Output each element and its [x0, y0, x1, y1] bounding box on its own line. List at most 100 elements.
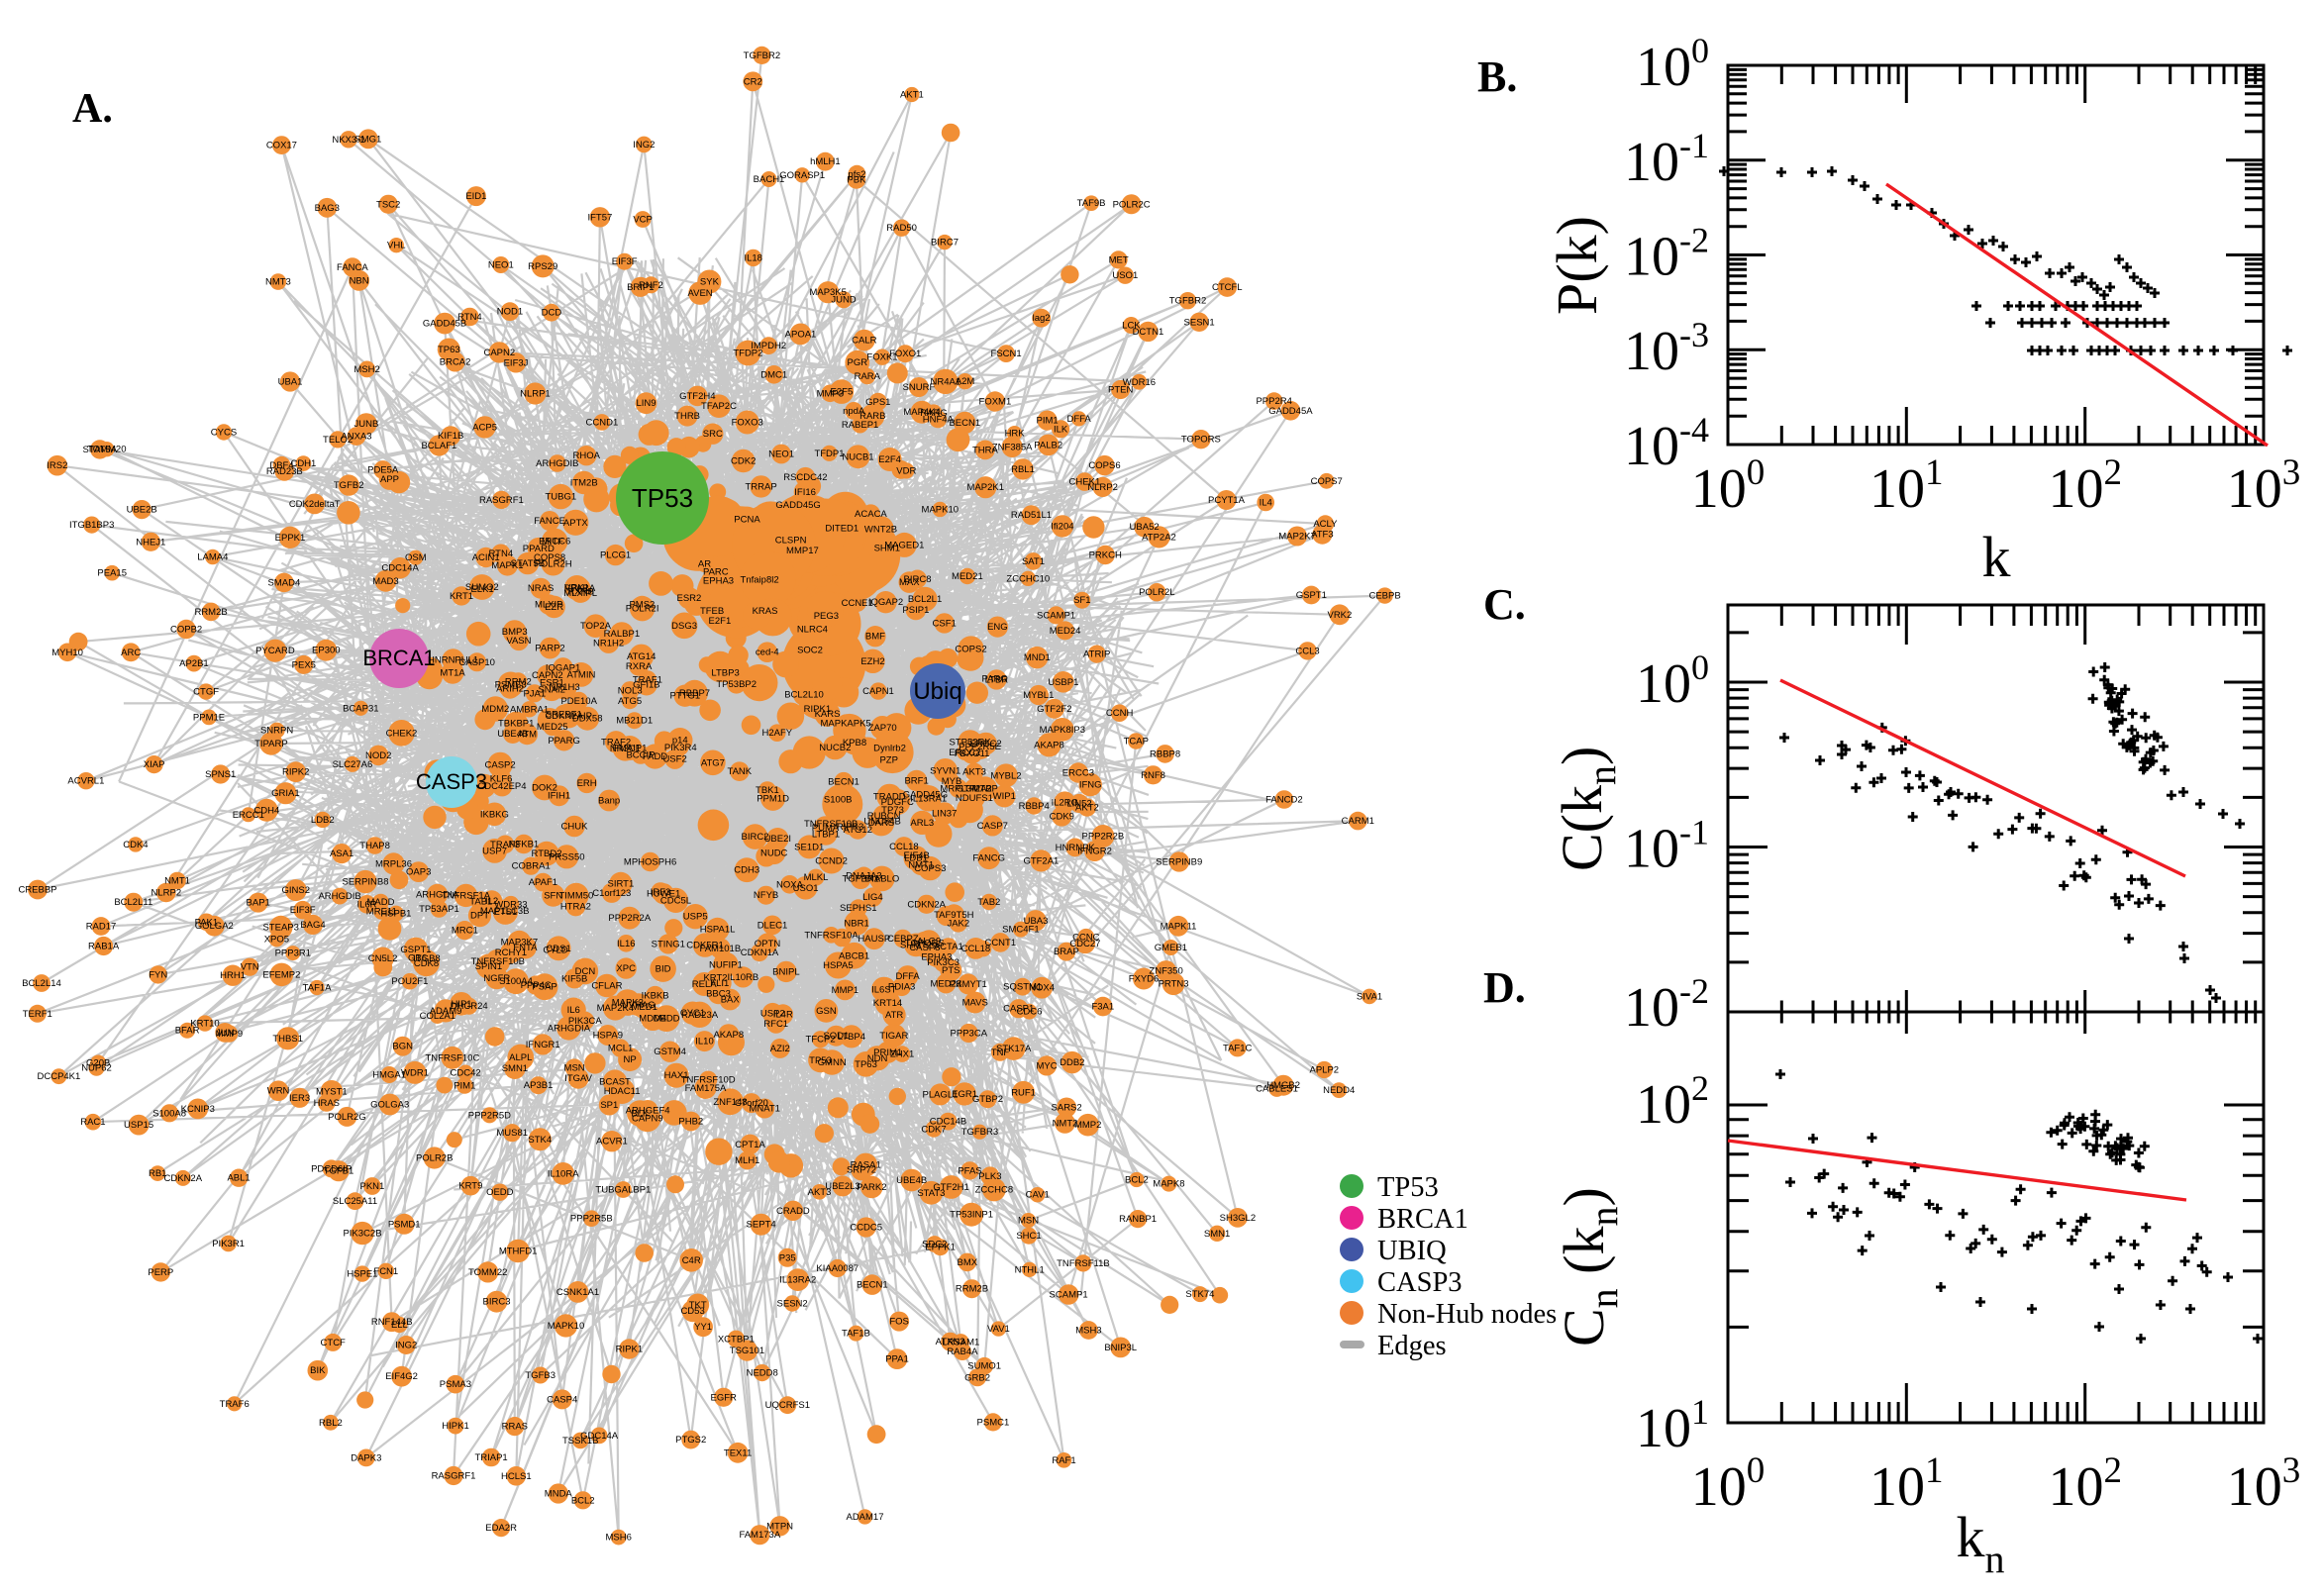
svg-text:NR1H2: NR1H2	[593, 638, 624, 648]
svg-text:D.: D.	[1483, 963, 1526, 1012]
svg-text:CDK2: CDK2	[731, 456, 756, 467]
svg-text:TFDP1: TFDP1	[814, 449, 844, 459]
svg-text:MDM4: MDM4	[639, 1014, 666, 1025]
svg-text:SESN1: SESN1	[1184, 317, 1215, 328]
svg-text:CSF1: CSF1	[933, 618, 957, 629]
svg-text:CDH1: CDH1	[290, 458, 316, 469]
svg-text:COPB2: COPB2	[170, 625, 202, 636]
svg-text:A2M: A2M	[956, 376, 975, 387]
svg-text:GDC14A: GDC14A	[580, 1431, 619, 1442]
svg-text:GORASP1: GORASP1	[779, 170, 825, 181]
svg-text:KRT10: KRT10	[190, 1019, 219, 1030]
svg-text:STK74: STK74	[1185, 1289, 1214, 1300]
svg-text:POLR2G: POLR2G	[328, 1112, 366, 1123]
svg-text:CAPN1: CAPN1	[862, 686, 894, 697]
svg-text:SRP72: SRP72	[847, 1165, 876, 1176]
svg-text:RRM2B: RRM2B	[956, 1284, 988, 1295]
svg-text:MAPK10: MAPK10	[922, 505, 960, 516]
svg-text:SHM1: SHM1	[874, 544, 900, 554]
svg-text:CHEK1: CHEK1	[1069, 477, 1101, 488]
svg-text:ARHGDIA: ARHGDIA	[416, 889, 459, 900]
svg-text:KCNIP3: KCNIP3	[181, 1104, 215, 1115]
svg-text:PKMYT1: PKMYT1	[950, 979, 987, 990]
svg-text:CDS1: CDS1	[546, 944, 570, 954]
svg-text:SNRPN: SNRPN	[260, 726, 293, 737]
svg-text:SAT1: SAT1	[1022, 556, 1045, 567]
svg-text:IL10RA: IL10RA	[548, 1168, 579, 1179]
svg-text:ACIN1: ACIN1	[472, 552, 500, 563]
svg-text:EIF4B: EIF4B	[903, 850, 929, 861]
svg-text:TFCP2: TFCP2	[806, 1035, 836, 1046]
svg-text:CDC42: CDC42	[451, 1068, 481, 1079]
svg-text:AVEN: AVEN	[688, 288, 713, 299]
svg-text:SCAMP1: SCAMP1	[1050, 1290, 1088, 1301]
svg-text:TANK: TANK	[727, 766, 752, 777]
svg-text:MAPKAPK5: MAPKAPK5	[820, 718, 870, 729]
svg-text:SFN: SFN	[544, 890, 562, 901]
svg-text:BMP3: BMP3	[502, 627, 528, 638]
svg-text:npdA: npdA	[843, 406, 865, 417]
svg-text:POLR2C: POLR2C	[1113, 199, 1151, 210]
svg-text:ZCCHC8: ZCCHC8	[975, 1185, 1014, 1196]
svg-text:RASA1: RASA1	[851, 1160, 881, 1171]
svg-text:DOK2: DOK2	[532, 783, 557, 794]
svg-text:RPS29: RPS29	[528, 261, 557, 272]
svg-text:ADAM17: ADAM17	[846, 1512, 883, 1523]
svg-text:PSMD1: PSMD1	[388, 1219, 421, 1230]
svg-text:MSH2: MSH2	[354, 364, 379, 375]
svg-text:IFI16: IFI16	[794, 487, 816, 498]
svg-text:USO1: USO1	[1112, 270, 1138, 281]
svg-text:TCAP: TCAP	[1124, 737, 1149, 748]
svg-text:TNF: TNF	[991, 1047, 1010, 1058]
svg-text:BCAP31: BCAP31	[343, 703, 378, 714]
svg-text:THRB: THRB	[674, 411, 700, 422]
svg-text:EGFR: EGFR	[711, 1392, 738, 1403]
svg-text:LTBP3: LTBP3	[711, 668, 739, 679]
svg-text:SARS2: SARS2	[1052, 1103, 1082, 1114]
svg-text:PSME3: PSME3	[495, 680, 527, 691]
svg-text:MCL1: MCL1	[608, 1044, 633, 1054]
svg-text:EDA2R: EDA2R	[485, 1523, 517, 1534]
svg-text:NOX4: NOX4	[1029, 983, 1055, 994]
svg-text:CCNE1: CCNE1	[842, 598, 873, 609]
svg-text:WNT2B: WNT2B	[864, 524, 897, 535]
svg-text:CYC1: CYC1	[680, 1008, 705, 1019]
svg-text:FCN1: FCN1	[373, 1266, 398, 1277]
svg-text:IER3: IER3	[289, 1093, 310, 1104]
svg-text:IRF3: IRF3	[651, 887, 671, 898]
svg-text:PDE10A: PDE10A	[560, 696, 597, 707]
svg-text:TNFRSF10B: TNFRSF10B	[471, 956, 525, 967]
svg-text:MNDA: MNDA	[545, 1489, 573, 1500]
svg-text:RAC1: RAC1	[80, 1117, 105, 1128]
svg-text:CASP3: CASP3	[416, 769, 487, 794]
svg-text:SH3GL2: SH3GL2	[1220, 1213, 1256, 1224]
svg-text:FANCE: FANCE	[534, 516, 565, 527]
svg-text:UQCRFS1: UQCRFS1	[765, 1400, 810, 1411]
svg-text:RXRA: RXRA	[626, 661, 653, 672]
svg-text:RBBP4: RBBP4	[1019, 801, 1050, 812]
svg-text:MED1: MED1	[631, 1002, 656, 1013]
svg-text:CCNH: CCNH	[1106, 708, 1134, 719]
svg-text:MTBP: MTBP	[972, 784, 998, 795]
svg-text:CAPN2: CAPN2	[483, 348, 515, 358]
svg-text:EPHA3: EPHA3	[703, 575, 734, 586]
svg-text:CTCFL: CTCFL	[1212, 282, 1243, 293]
svg-text:PALB2: PALB2	[1034, 440, 1062, 450]
svg-text:ARC: ARC	[121, 648, 141, 658]
svg-text:MAPK3: MAPK3	[612, 998, 644, 1009]
svg-text:BECN1: BECN1	[857, 1280, 888, 1291]
svg-text:KPB8: KPB8	[843, 738, 866, 748]
svg-text:ATXN3: ATXN3	[936, 1337, 965, 1347]
svg-text:BIRC3: BIRC3	[483, 1297, 511, 1308]
svg-text:CDC5L: CDC5L	[660, 895, 691, 906]
svg-text:WRN: WRN	[267, 1086, 290, 1097]
svg-text:HAUSP: HAUSP	[858, 934, 890, 945]
svg-text:IKBKB: IKBKB	[642, 990, 669, 1001]
svg-text:NLRP1: NLRP1	[520, 389, 551, 400]
svg-text:GSTM4: GSTM4	[654, 1047, 686, 1057]
svg-text:SEPHS1: SEPHS1	[840, 903, 877, 914]
svg-text:PKN1: PKN1	[359, 1181, 384, 1192]
svg-text:CDC27: CDC27	[1069, 939, 1100, 949]
svg-text:Banp: Banp	[598, 796, 620, 807]
svg-text:JAK2: JAK2	[947, 919, 969, 930]
